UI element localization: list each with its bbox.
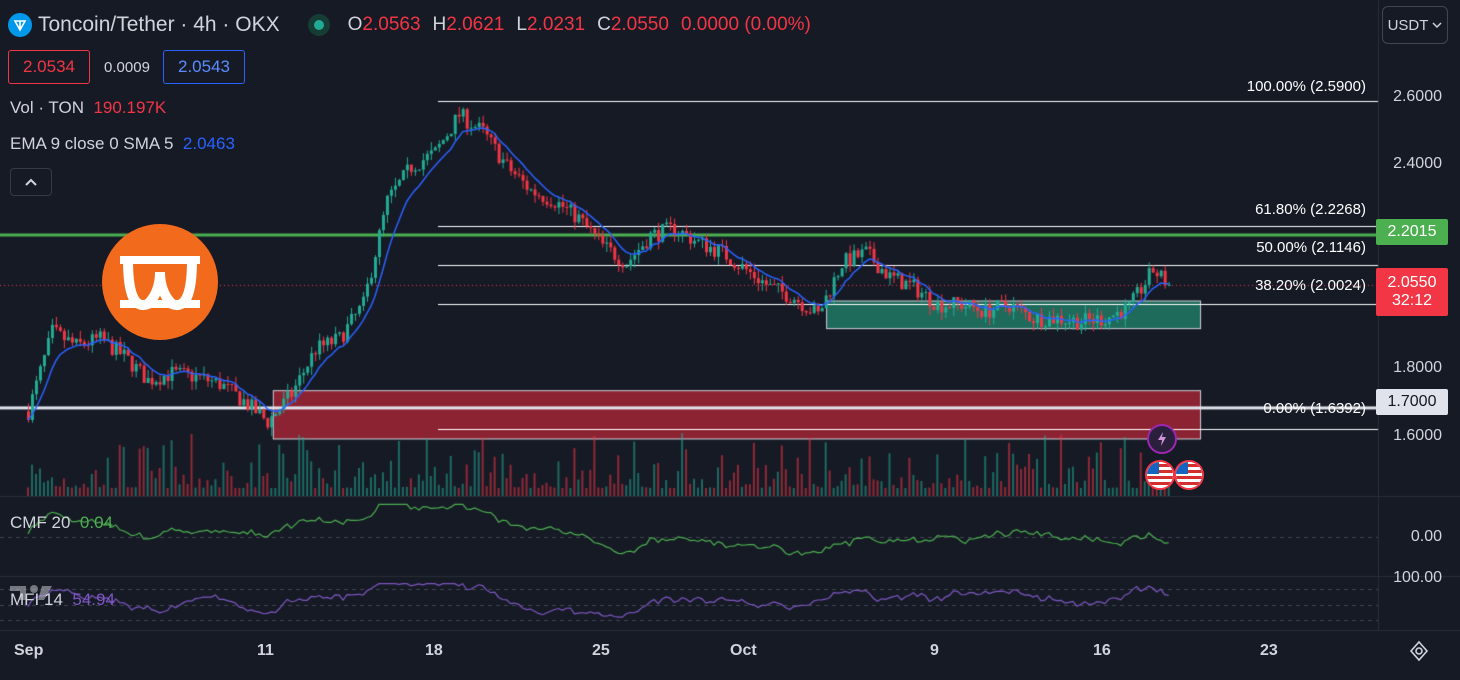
cmf-indicator-legend[interactable]: CMF 20 0.04 (10, 513, 113, 533)
time-axis-label: 18 (425, 642, 443, 659)
mfi-axis-label: 100.00 (1393, 569, 1442, 586)
ohlc-close-value: 2.0550 (610, 14, 669, 35)
price-axis-label: 1.8000 (1393, 359, 1442, 376)
chevron-down-icon (1432, 22, 1442, 29)
time-axis-label: 16 (1093, 642, 1111, 659)
current-price-tag[interactable]: 2.0550 32:12 (1376, 268, 1448, 316)
ton-logo-icon (8, 13, 32, 37)
lightning-icon[interactable] (1147, 424, 1177, 454)
ohlc-high-value: 2.0621 (446, 14, 505, 35)
live-status-icon (307, 14, 330, 36)
symbol-title[interactable]: Toncoin/Tether · 4h · OKX (38, 13, 280, 36)
ohlc-high-key: H (432, 14, 447, 35)
current-price: 2.0550 (1387, 274, 1437, 291)
symbol-header: Toncoin/Tether · 4h · OKX O2.0563 H2.062… (8, 10, 811, 40)
time-axis-label: 25 (592, 642, 610, 659)
cmf-indicator-value: 0.04 (79, 513, 114, 532)
volume-indicator-value: 190.197K (93, 98, 167, 117)
price-axis-label: 2.4000 (1393, 155, 1442, 172)
time-axis-label: Oct (730, 642, 757, 659)
ohlc-change: 0.0000 (0.00%) (680, 14, 811, 35)
ohlc-close-key: C (597, 14, 611, 35)
time-axis-label: 9 (930, 642, 939, 659)
buy-price-button[interactable]: 2.0543 (163, 50, 245, 84)
green-level-price-tag[interactable]: 2.2015 (1376, 219, 1448, 245)
fib-level-label[interactable]: 61.80% (2.2268) (1255, 201, 1366, 218)
watermark-logo-icon (98, 222, 222, 342)
ema-indicator-name: EMA 9 close 0 SMA 5 (10, 134, 174, 153)
cmf-axis-label: 0.00 (1410, 528, 1442, 545)
currency-dropdown-button[interactable]: USDT (1382, 6, 1448, 44)
bar-countdown: 32:12 (1391, 292, 1433, 309)
chevron-up-icon (25, 178, 37, 186)
volume-indicator-legend[interactable]: Vol · TON 190.197K (10, 98, 166, 118)
us-flag-icon[interactable] (1174, 460, 1204, 490)
ohlc-values: O2.0563 H2.0621 L2.0231 C2.0550 0.0000 (… (348, 14, 811, 36)
ohlc-open-key: O (347, 14, 363, 35)
currency-label: USDT (1387, 16, 1429, 34)
ohlc-low-value: 2.0231 (526, 14, 586, 35)
ema-indicator-legend[interactable]: EMA 9 close 0 SMA 5 2.0463 (10, 134, 235, 154)
price-axis-label: 1.6000 (1393, 427, 1442, 444)
fib-level-label[interactable]: 38.20% (2.0024) (1255, 277, 1366, 294)
mfi-indicator-value: 54.94 (72, 590, 115, 609)
ohlc-open-value: 2.0563 (362, 14, 421, 35)
fib-level-label[interactable]: 50.00% (2.1146) (1256, 239, 1366, 256)
white-level-price-tag[interactable]: 1.7000 (1376, 389, 1448, 415)
time-axis-label: Sep (14, 642, 44, 659)
cmf-indicator-name: CMF 20 (10, 513, 71, 532)
settings-gear-icon[interactable] (1408, 640, 1430, 662)
us-flag-icon[interactable] (1145, 460, 1175, 490)
collapse-legend-button[interactable] (10, 168, 52, 196)
spread-value: 0.0009 (104, 58, 150, 76)
price-axis-label: 2.6000 (1393, 88, 1442, 105)
time-axis-label: 11 (257, 642, 274, 659)
ohlc-low-key: L (516, 14, 527, 35)
volume-indicator-name: Vol · TON (10, 98, 85, 117)
fib-level-label[interactable]: 100.00% (2.5900) (1246, 78, 1366, 95)
time-axis-label: 23 (1260, 642, 1278, 659)
tradingview-logo-icon (8, 582, 60, 602)
ema-indicator-value: 2.0463 (182, 134, 235, 153)
fib-level-label[interactable]: 0.00% (1.6392) (1263, 400, 1366, 417)
sell-price-button[interactable]: 2.0534 (8, 50, 90, 84)
